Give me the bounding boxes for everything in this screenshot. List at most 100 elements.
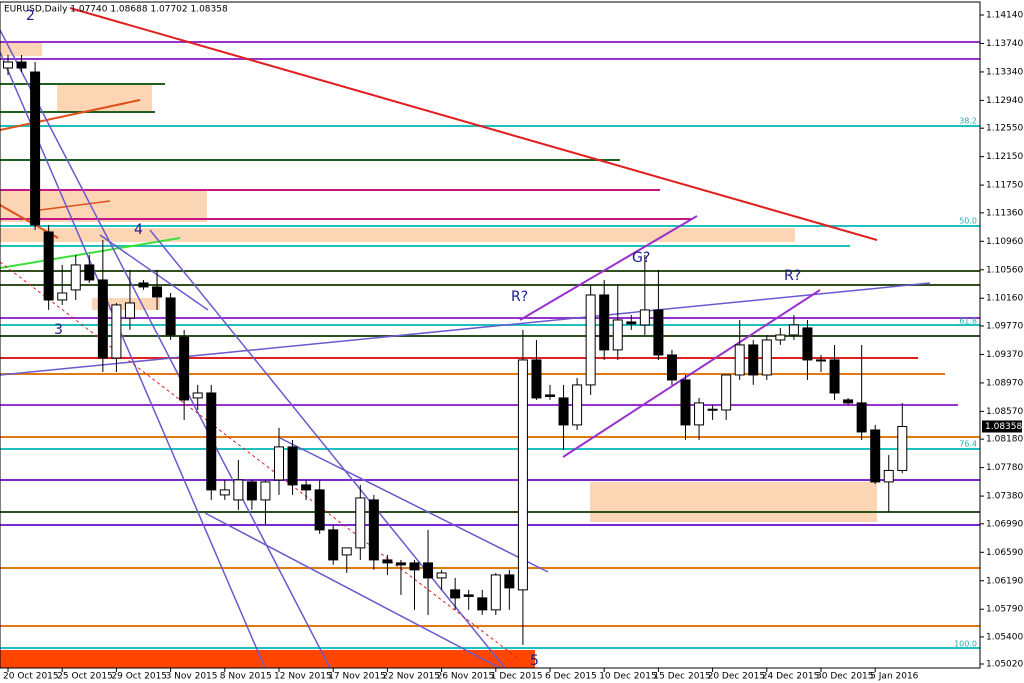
candle-body (16, 61, 27, 69)
candle-body (748, 344, 759, 376)
zone (0, 650, 535, 668)
candle-body (829, 359, 840, 394)
candle-body (639, 309, 650, 326)
candle-body (599, 294, 610, 351)
candle-body (653, 309, 664, 356)
candle-body (179, 336, 190, 401)
y-tick-label: 1.12940 (986, 96, 1023, 106)
candle-body (694, 402, 705, 426)
candle-body (870, 429, 881, 483)
candle-body (531, 359, 542, 399)
levels (0, 41, 980, 649)
candle-body (3, 61, 13, 69)
y-tick-label: 1.06190 (986, 576, 1023, 586)
pattern-label: G? (632, 250, 650, 266)
candle-body (192, 392, 203, 399)
candle-body (260, 481, 271, 501)
x-tick-label: 5 Jan 2016 (870, 672, 918, 682)
trend-line (279, 437, 549, 573)
trend-line (0, 282, 931, 376)
candle-body (504, 574, 515, 589)
candle-body (219, 489, 230, 496)
axis-panel (981, 0, 1024, 683)
candle-body (585, 294, 596, 386)
y-tick-label: 1.05790 (986, 605, 1023, 615)
wave-label: 3 (54, 322, 63, 338)
candle-body (883, 469, 894, 483)
plot-frame (0, 1, 981, 669)
candle-body (788, 324, 799, 336)
y-tick-label: 1.09370 (986, 350, 1023, 360)
candle-body (301, 484, 312, 491)
candle-body (382, 559, 393, 564)
x-tick-label: 25 Oct 2015 (57, 672, 113, 682)
candle-body (761, 339, 772, 376)
trend-line (149, 229, 506, 669)
candles (3, 55, 908, 645)
candle-body (490, 574, 501, 611)
candle-body (463, 594, 474, 597)
candle-body (436, 572, 447, 579)
current-price-label: 1.08358 (985, 422, 1022, 432)
trend-line (0, 29, 331, 669)
candle-body (856, 402, 867, 433)
y-tick-label: 1.11750 (986, 181, 1023, 191)
fib-label: 61.8 (959, 317, 977, 326)
y-tick-label: 1.07780 (986, 463, 1023, 473)
y-tick-label: 1.13740 (986, 39, 1023, 49)
candle-body (409, 562, 420, 571)
x-tick-label: 29 Oct 2015 (111, 672, 167, 682)
pattern-label: R? (511, 289, 528, 305)
x-tick-label: 17 Nov 2015 (328, 672, 386, 682)
x-tick-label: 22 Nov 2015 (382, 672, 440, 682)
trend-line (0, 99, 141, 131)
y-tick-label: 1.10560 (986, 265, 1023, 275)
y-tick-label: 1.10160 (986, 294, 1023, 304)
candle-body (477, 597, 488, 611)
candle-body (341, 547, 352, 556)
candle-body (558, 397, 569, 426)
candle-body (517, 359, 528, 591)
candle-body (721, 374, 732, 411)
trend-line (0, 261, 521, 661)
candle-body (30, 71, 41, 226)
x-tick-label: 12 Nov 2015 (274, 672, 332, 682)
candle-body (775, 334, 786, 341)
y-tick-label: 1.08180 (986, 435, 1023, 445)
candle-body (450, 589, 461, 599)
fib-label: 38.2 (959, 117, 977, 126)
candle-body (897, 425, 908, 471)
trend-line (39, 200, 111, 211)
wave-label: 4 (134, 222, 143, 238)
wave-label: 5 (530, 653, 539, 669)
x-tick-label: 6 Dec 2015 (545, 672, 597, 682)
x-tick-label: 10 Dec 2015 (599, 672, 657, 682)
wave-label: 2 (26, 8, 35, 24)
candle-body (287, 446, 298, 486)
candle-body (152, 286, 163, 298)
y-tick-label: 1.12150 (986, 152, 1023, 162)
candle-body (545, 394, 555, 397)
candle-body (572, 384, 583, 426)
trend-line (204, 512, 501, 669)
chart-title: EURUSD,Daily 1.07740 1.08688 1.07702 1.0… (4, 5, 228, 15)
x-tick-label: 20 Oct 2015 (3, 672, 59, 682)
x-tick-label: 8 Nov 2015 (220, 672, 272, 682)
candle-body (707, 408, 718, 411)
candle-body (111, 304, 122, 359)
candle-body (626, 321, 637, 325)
y-tick-label: 1.13340 (986, 67, 1023, 77)
x-tick-label: 15 Dec 2015 (653, 672, 711, 682)
candle-body (843, 399, 854, 404)
candle-body (84, 264, 95, 281)
y-tick-label: 1.14140 (986, 11, 1023, 21)
trend-lines (0, 7, 931, 669)
zone (590, 482, 877, 522)
current-price-box (982, 420, 1022, 433)
candle-body (328, 529, 339, 561)
candle-body (233, 479, 244, 501)
y-tick-label: 1.05020 (986, 660, 1023, 670)
x-tick-label: 30 Dec 2015 (816, 672, 874, 682)
